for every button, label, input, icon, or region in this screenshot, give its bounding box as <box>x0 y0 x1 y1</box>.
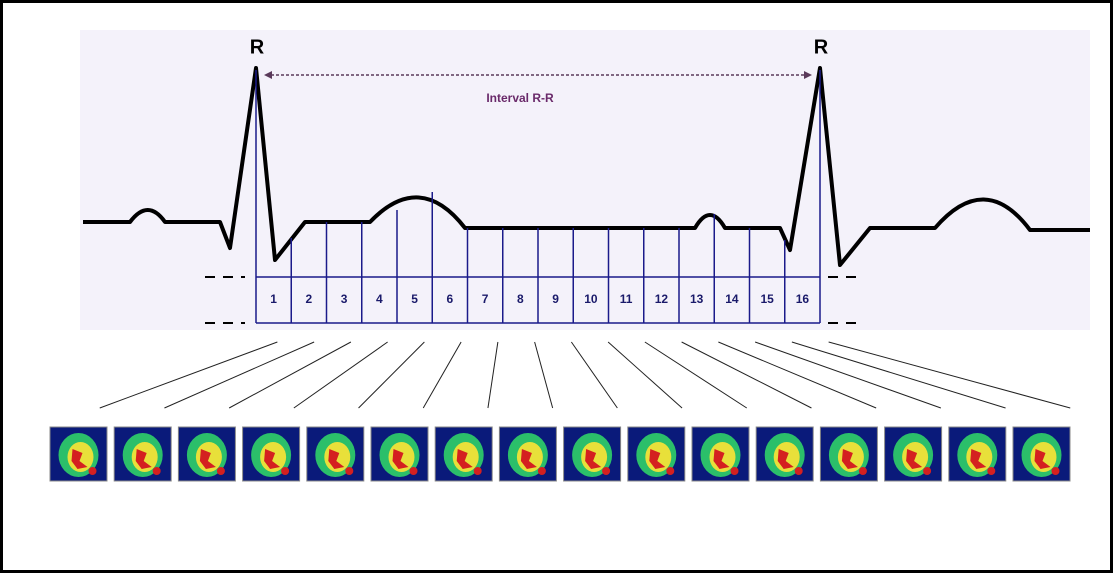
thumbnail <box>692 427 749 481</box>
thumb-spot <box>602 467 610 475</box>
frame-number: 6 <box>447 292 454 306</box>
thumb-spot <box>731 467 739 475</box>
thumb-spot <box>666 467 674 475</box>
thumb-spot <box>795 467 803 475</box>
frame-number: 1 <box>270 292 277 306</box>
thumb-spot <box>474 467 482 475</box>
thumb-spot <box>217 467 225 475</box>
thumb-spot <box>153 467 161 475</box>
frame-number: 8 <box>517 292 524 306</box>
thumbnail <box>820 427 877 481</box>
frame-number: 5 <box>411 292 418 306</box>
diagram: Interval R-R R R 12345678910111213141516 <box>0 0 1113 573</box>
thumb-spot <box>281 467 289 475</box>
thumb-spot <box>923 467 931 475</box>
frame-number: 9 <box>552 292 559 306</box>
thumbnail <box>307 427 364 481</box>
frame-number: 16 <box>796 292 810 306</box>
thumb-spot <box>410 467 418 475</box>
thumb-spot <box>859 467 867 475</box>
frame-number: 3 <box>341 292 348 306</box>
frame-number: 10 <box>584 292 598 306</box>
thumbnail <box>885 427 942 481</box>
frame-number: 7 <box>482 292 489 306</box>
thumbnail <box>564 427 621 481</box>
thumbnail <box>756 427 813 481</box>
r-peak-label: R <box>250 36 265 58</box>
thumbnail <box>499 427 556 481</box>
ecg-panel <box>80 30 1090 330</box>
frame-number: 4 <box>376 292 383 306</box>
frame-number: 2 <box>306 292 313 306</box>
thumb-spot <box>345 467 353 475</box>
thumbnail <box>435 427 492 481</box>
thumbnail <box>949 427 1006 481</box>
frame-number: 11 <box>620 292 633 306</box>
thumbnail <box>50 427 107 481</box>
thumbnail <box>628 427 685 481</box>
thumb-spot <box>89 467 97 475</box>
frame-number: 14 <box>725 292 739 306</box>
thumbnail <box>243 427 300 481</box>
frame-number: 12 <box>655 292 669 306</box>
frame-number: 13 <box>690 292 704 306</box>
thumbnail <box>371 427 428 481</box>
thumbnail <box>178 427 235 481</box>
thumbnail <box>114 427 171 481</box>
frame-number: 15 <box>760 292 774 306</box>
thumb-spot <box>1052 467 1060 475</box>
thumb-spot <box>987 467 995 475</box>
thumb-spot <box>538 467 546 475</box>
thumbnail <box>1013 427 1070 481</box>
interval-label: Interval R-R <box>486 91 554 105</box>
r-peak-label: R <box>814 36 829 58</box>
